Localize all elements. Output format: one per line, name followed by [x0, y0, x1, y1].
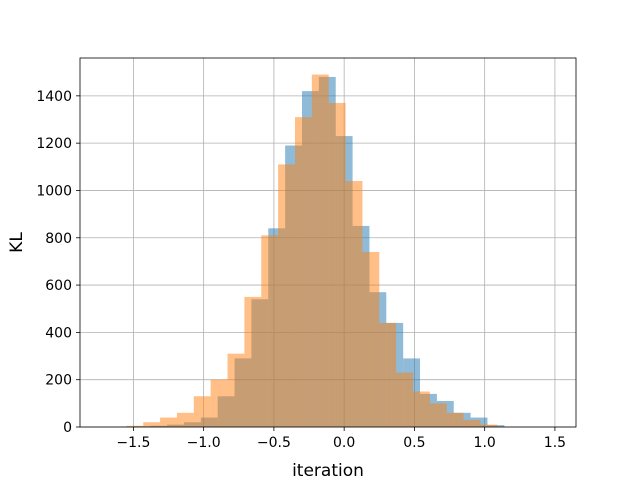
- y-tick-label: 1400: [36, 89, 72, 105]
- y-axis-ticks: 0 200 400 600 800 1000 1200 1400: [36, 89, 80, 436]
- histogram-bar: [328, 102, 346, 427]
- histogram-bar: [261, 235, 279, 427]
- histogram-bar: [345, 181, 363, 427]
- histogram-bar: [294, 117, 312, 427]
- x-tick-label: 1.0: [474, 435, 496, 451]
- histogram-bar: [362, 251, 380, 427]
- histogram-bar: [143, 422, 161, 427]
- y-tick-label: 800: [45, 231, 72, 247]
- x-tick-label: −0.5: [257, 435, 291, 451]
- histogram-bar: [176, 412, 194, 427]
- histogram-bar: [160, 417, 177, 427]
- y-axis-label: KL: [7, 232, 27, 253]
- x-tick-label: −1.0: [187, 435, 221, 451]
- y-tick-label: 0: [63, 420, 72, 436]
- plot-frame: [79, 57, 577, 428]
- y-tick-label: 600: [45, 278, 72, 294]
- histogram-bar: [126, 425, 144, 427]
- histogram-bar: [396, 372, 414, 427]
- y-tick-label: 400: [45, 325, 72, 341]
- histogram-bar: [244, 296, 262, 427]
- y-tick-label: 200: [45, 373, 72, 389]
- histogram-bar: [311, 74, 329, 428]
- histogram-bar: [446, 412, 464, 427]
- histogram-bar: [379, 322, 397, 427]
- histogram-bar: [480, 424, 498, 427]
- y-tick-label: 1200: [36, 136, 72, 152]
- histogram-bar: [227, 353, 245, 427]
- y-tick-label: 1000: [36, 183, 72, 199]
- histogram-bar: [193, 396, 211, 427]
- histogram-bar: [413, 391, 430, 427]
- histogram-bar: [278, 164, 295, 427]
- x-tick-label: −1.5: [116, 435, 150, 451]
- x-axis-ticks: −1.5 −1.0 −0.5 0.0 0.5 1.0 1.5: [116, 427, 566, 451]
- x-axis-label: iteration: [292, 461, 364, 480]
- x-tick-label: 1.5: [544, 435, 566, 451]
- x-tick-label: 0.5: [403, 435, 425, 451]
- histogram-bars: [116, 74, 515, 428]
- histogram-bar: [429, 403, 447, 427]
- histogram-bar: [463, 419, 481, 427]
- histogram-bar: [210, 379, 228, 427]
- x-tick-label: 0.0: [333, 435, 355, 451]
